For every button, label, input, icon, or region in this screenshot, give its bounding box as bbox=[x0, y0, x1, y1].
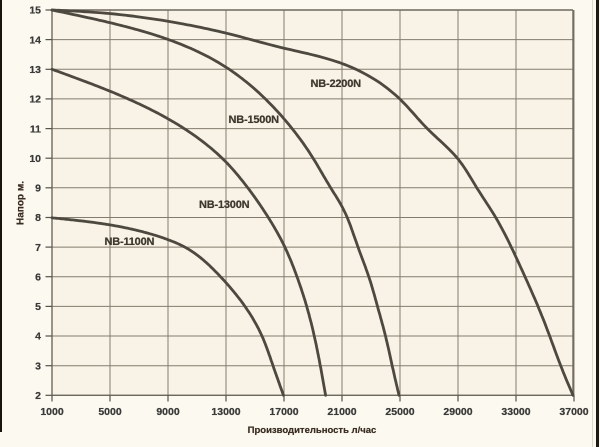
svg-text:11: 11 bbox=[30, 123, 41, 135]
svg-text:6: 6 bbox=[35, 271, 41, 283]
svg-text:1000: 1000 bbox=[40, 406, 64, 418]
svg-text:29000: 29000 bbox=[443, 406, 472, 418]
svg-text:2: 2 bbox=[35, 390, 41, 402]
svg-text:17000: 17000 bbox=[269, 406, 298, 418]
svg-text:7: 7 bbox=[35, 242, 41, 254]
svg-text:Напор м.: Напор м. bbox=[16, 181, 27, 225]
svg-text:8: 8 bbox=[35, 212, 41, 224]
svg-text:14: 14 bbox=[29, 34, 41, 46]
svg-text:3: 3 bbox=[35, 360, 41, 372]
svg-text:13: 13 bbox=[29, 64, 41, 76]
svg-text:5: 5 bbox=[35, 301, 41, 313]
svg-text:12: 12 bbox=[29, 94, 41, 106]
svg-text:13000: 13000 bbox=[211, 406, 240, 418]
svg-text:9000: 9000 bbox=[156, 406, 180, 418]
svg-text:21000: 21000 bbox=[327, 406, 356, 418]
svg-text:Производительность л/час: Производительность л/час bbox=[248, 425, 377, 436]
svg-text:9: 9 bbox=[35, 183, 41, 195]
svg-text:4: 4 bbox=[35, 331, 41, 343]
svg-text:10: 10 bbox=[29, 153, 41, 165]
svg-text:37000: 37000 bbox=[559, 406, 588, 418]
svg-text:25000: 25000 bbox=[385, 406, 414, 418]
svg-text:33000: 33000 bbox=[501, 406, 530, 418]
svg-text:5000: 5000 bbox=[98, 406, 122, 418]
svg-text:15: 15 bbox=[29, 5, 41, 17]
